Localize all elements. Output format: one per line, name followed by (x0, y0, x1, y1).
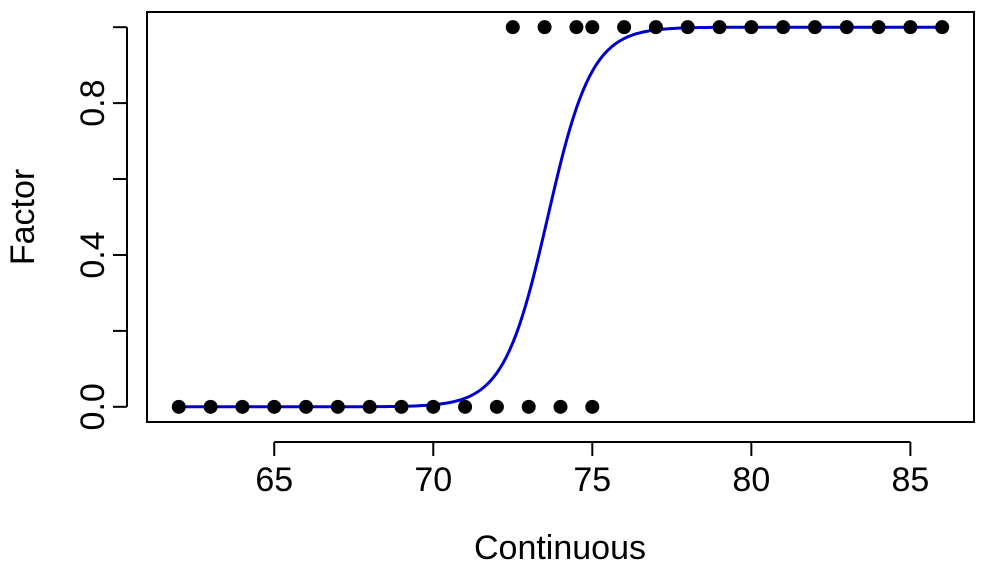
data-point (712, 20, 727, 35)
data-point (394, 399, 409, 414)
y-axis: 0.0 0.4 0.8 (74, 26, 128, 430)
data-point (871, 20, 886, 35)
data-point (426, 399, 441, 414)
data-point (648, 20, 663, 35)
y-axis-title: Factor (4, 169, 42, 265)
data-point (171, 399, 186, 414)
x-tick-label: 65 (255, 461, 293, 499)
data-point (585, 20, 600, 35)
data-point (537, 20, 552, 35)
data-point (235, 399, 250, 414)
y-tick-label: 0.0 (74, 383, 112, 430)
data-point (776, 20, 791, 35)
data-point (935, 20, 950, 35)
data-point (585, 399, 600, 414)
data-point (807, 20, 822, 35)
data-point (617, 20, 632, 35)
data-point (267, 399, 282, 414)
fitted-curve-layer (178, 25, 943, 409)
data-point (553, 399, 568, 414)
y-tick-label: 0.8 (74, 79, 112, 126)
x-tick-label: 70 (414, 461, 452, 499)
data-point (680, 20, 695, 35)
x-axis-title: Continuous (474, 529, 646, 566)
x-tick-label: 80 (732, 461, 770, 499)
data-point (458, 399, 473, 414)
x-axis: 65 70 75 80 85 (255, 441, 929, 499)
data-point (521, 399, 536, 414)
data-point (505, 20, 520, 35)
data-points-layer (171, 20, 950, 414)
data-point (330, 399, 345, 414)
y-tick-label: 0.4 (74, 231, 112, 278)
plot-frame (146, 11, 975, 423)
fitted-curve-line (178, 25, 943, 409)
data-point (299, 399, 314, 414)
data-point (569, 20, 584, 35)
data-point (903, 20, 918, 35)
data-point (362, 399, 377, 414)
data-point (489, 399, 504, 414)
data-point (744, 20, 759, 35)
data-point (203, 399, 218, 414)
x-tick-label: 75 (573, 461, 611, 499)
data-point (839, 20, 854, 35)
x-tick-label: 85 (891, 461, 929, 499)
